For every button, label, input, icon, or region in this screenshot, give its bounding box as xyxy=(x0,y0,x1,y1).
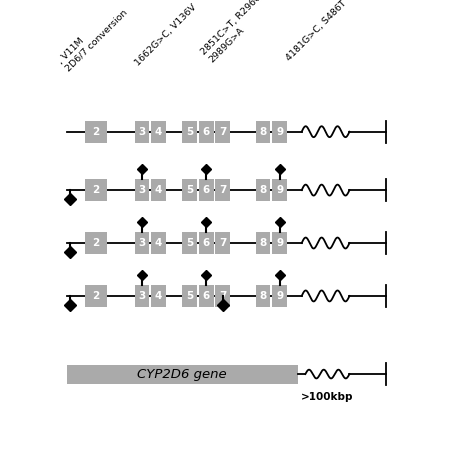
Text: 9: 9 xyxy=(276,127,283,137)
Bar xyxy=(85,121,107,143)
Bar xyxy=(256,121,271,143)
Bar xyxy=(135,232,149,254)
Text: 8: 8 xyxy=(259,127,267,137)
Bar xyxy=(151,121,166,143)
Bar xyxy=(151,232,166,254)
Bar xyxy=(215,121,230,143)
Bar xyxy=(199,179,213,201)
Text: 8: 8 xyxy=(259,238,267,248)
Text: 7: 7 xyxy=(219,127,227,137)
Bar xyxy=(85,179,107,201)
Bar xyxy=(85,285,107,307)
Bar xyxy=(182,285,197,307)
Text: 6: 6 xyxy=(202,185,210,195)
Bar xyxy=(199,121,213,143)
Text: 2: 2 xyxy=(92,185,100,195)
Text: 4: 4 xyxy=(155,127,162,137)
Text: 5: 5 xyxy=(186,238,193,248)
Text: 7: 7 xyxy=(219,185,227,195)
Bar xyxy=(151,179,166,201)
Text: 5: 5 xyxy=(186,185,193,195)
Text: 9: 9 xyxy=(276,185,283,195)
Bar xyxy=(182,121,197,143)
Text: 8: 8 xyxy=(259,185,267,195)
Text: 4181G>C, S486T: 4181G>C, S486T xyxy=(284,0,348,63)
Text: 8: 8 xyxy=(259,291,267,301)
Bar xyxy=(215,179,230,201)
Text: 3: 3 xyxy=(138,291,146,301)
Text: 2851C>T, R296C
2989G>A: 2851C>T, R296C 2989G>A xyxy=(200,0,271,64)
Text: 3: 3 xyxy=(138,238,146,248)
Text: >100kbp: >100kbp xyxy=(301,392,353,401)
Bar xyxy=(272,179,287,201)
Text: 3: 3 xyxy=(138,185,146,195)
Text: 4: 4 xyxy=(155,185,162,195)
Text: 4: 4 xyxy=(155,238,162,248)
Bar xyxy=(135,285,149,307)
Bar xyxy=(151,285,166,307)
Text: 6: 6 xyxy=(202,291,210,301)
Text: 3: 3 xyxy=(138,127,146,137)
Bar xyxy=(215,232,230,254)
Text: 5: 5 xyxy=(186,127,193,137)
Text: 4: 4 xyxy=(155,291,162,301)
Bar xyxy=(66,365,298,383)
Text: 2: 2 xyxy=(92,127,100,137)
Text: , V11M
2D6/7 conversion: , V11M 2D6/7 conversion xyxy=(56,0,129,73)
Bar xyxy=(272,232,287,254)
Bar xyxy=(135,121,149,143)
Text: 6: 6 xyxy=(202,127,210,137)
Text: 1662G>C, V136V: 1662G>C, V136V xyxy=(134,3,199,68)
Bar xyxy=(256,179,271,201)
Bar xyxy=(272,121,287,143)
Text: CYP2D6 gene: CYP2D6 gene xyxy=(137,367,227,381)
Text: 6: 6 xyxy=(202,238,210,248)
Bar xyxy=(256,285,271,307)
Bar xyxy=(182,179,197,201)
Bar xyxy=(256,232,271,254)
Bar xyxy=(135,179,149,201)
Text: 2: 2 xyxy=(92,291,100,301)
Text: 2: 2 xyxy=(92,238,100,248)
Bar xyxy=(215,285,230,307)
Bar xyxy=(199,285,213,307)
Text: 5: 5 xyxy=(186,291,193,301)
Text: 7: 7 xyxy=(219,291,227,301)
Bar xyxy=(199,232,213,254)
Text: 7: 7 xyxy=(219,238,227,248)
Bar xyxy=(272,285,287,307)
Text: 9: 9 xyxy=(276,291,283,301)
Bar xyxy=(85,232,107,254)
Text: 9: 9 xyxy=(276,238,283,248)
Bar xyxy=(182,232,197,254)
